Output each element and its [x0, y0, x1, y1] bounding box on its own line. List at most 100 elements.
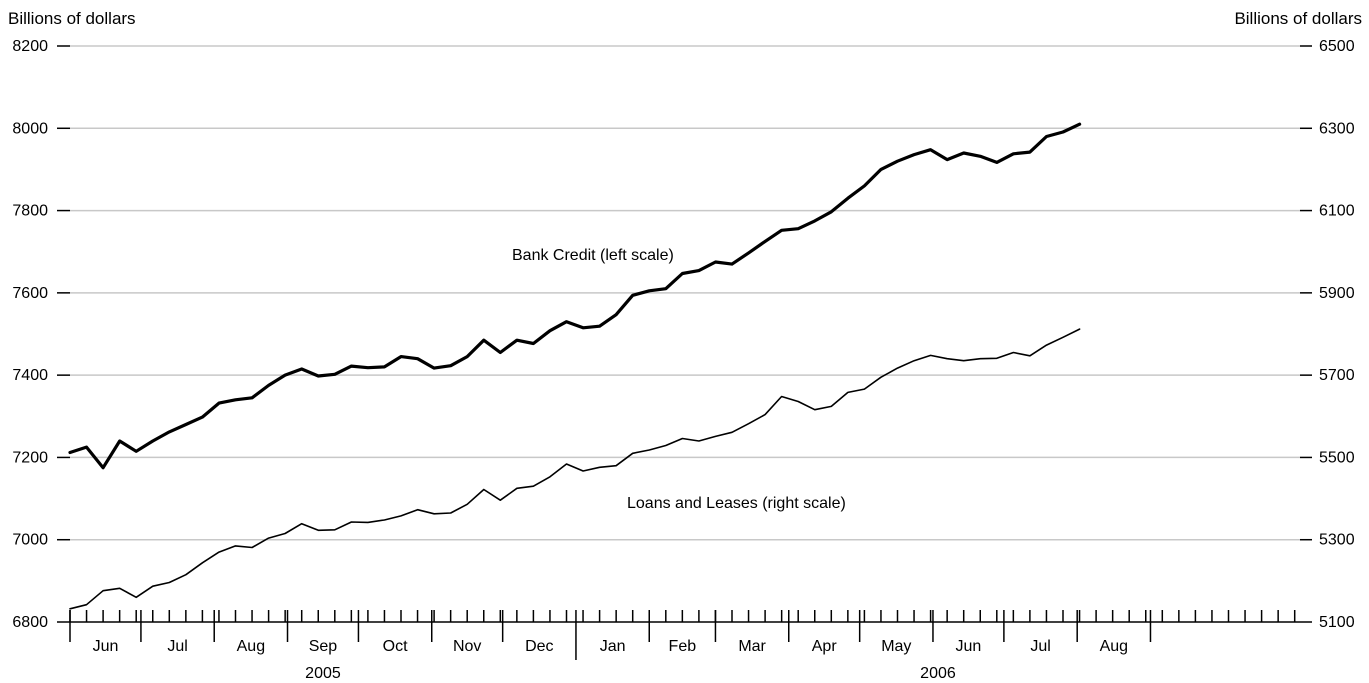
point-loans-leases: [996, 358, 998, 360]
point-bank-credit: [102, 467, 104, 469]
point-loans-leases: [433, 513, 435, 515]
annotation-loans-leases: Loans and Leases (right scale): [627, 495, 846, 512]
point-bank-credit: [1046, 136, 1048, 138]
point-bank-credit: [500, 352, 502, 354]
month-label: Jul: [167, 638, 187, 655]
point-bank-credit: [69, 452, 71, 454]
point-loans-leases: [69, 608, 71, 610]
point-bank-credit: [351, 365, 353, 367]
month-label: Sep: [309, 638, 338, 655]
point-bank-credit: [582, 327, 584, 329]
month-label: Dec: [525, 638, 553, 655]
point-loans-leases: [218, 551, 220, 553]
month-label: Jun: [956, 638, 982, 655]
point-bank-credit: [913, 154, 915, 156]
point-bank-credit: [632, 295, 634, 297]
year-label: 2006: [920, 665, 956, 682]
point-loans-leases: [913, 360, 915, 362]
year-label: 2005: [305, 665, 341, 682]
point-loans-leases: [864, 388, 866, 390]
point-bank-credit: [930, 149, 932, 151]
point-bank-credit: [367, 367, 369, 369]
point-loans-leases: [698, 440, 700, 442]
point-bank-credit: [980, 156, 982, 158]
point-loans-leases: [1062, 337, 1064, 339]
point-loans-leases: [1029, 355, 1031, 357]
point-bank-credit: [86, 446, 88, 448]
left-tick-label: 6800: [12, 614, 48, 631]
month-label: Jan: [600, 638, 626, 655]
point-loans-leases: [582, 470, 584, 472]
point-loans-leases: [202, 562, 204, 564]
right-tick-label: 6100: [1319, 203, 1355, 220]
left-tick-label: 8200: [12, 38, 48, 55]
right-tick-label: 5900: [1319, 285, 1355, 302]
point-loans-leases: [251, 547, 253, 549]
point-loans-leases: [102, 590, 104, 592]
point-bank-credit: [715, 261, 717, 263]
point-bank-credit: [880, 169, 882, 171]
point-bank-credit: [797, 228, 799, 230]
point-loans-leases: [400, 515, 402, 517]
point-loans-leases: [500, 499, 502, 501]
point-bank-credit: [516, 339, 518, 341]
point-bank-credit: [135, 451, 137, 453]
point-loans-leases: [963, 360, 965, 362]
point-loans-leases: [466, 504, 468, 506]
point-loans-leases: [814, 409, 816, 411]
left-tick-label: 7400: [12, 367, 48, 384]
left-tick-label: 7600: [12, 285, 48, 302]
month-label: Aug: [1100, 638, 1128, 655]
point-loans-leases: [566, 463, 568, 465]
point-loans-leases: [450, 512, 452, 514]
point-bank-credit: [400, 356, 402, 358]
month-label: Jun: [93, 638, 119, 655]
point-loans-leases: [781, 396, 783, 398]
point-bank-credit: [698, 270, 700, 272]
point-loans-leases: [1079, 328, 1081, 330]
point-bank-credit: [963, 152, 965, 154]
point-bank-credit: [599, 325, 601, 327]
annotation-bank-credit: Bank Credit (left scale): [512, 247, 674, 264]
point-loans-leases: [417, 509, 419, 511]
point-loans-leases: [1046, 344, 1048, 346]
month-label: Aug: [237, 638, 265, 655]
point-loans-leases: [284, 533, 286, 535]
point-bank-credit: [235, 399, 237, 401]
point-loans-leases: [682, 438, 684, 440]
point-loans-leases: [135, 597, 137, 599]
series-line-bank-credit: [68, 122, 1082, 470]
point-bank-credit: [384, 366, 386, 368]
right-tick-label: 6500: [1319, 38, 1355, 55]
right-tick-label: 5100: [1319, 614, 1355, 631]
left-axis-title: Billions of dollars: [8, 9, 136, 28]
gridlines: [70, 45, 1300, 541]
series-group: [68, 122, 1082, 610]
point-bank-credit: [251, 397, 253, 399]
point-bank-credit: [566, 321, 568, 323]
point-bank-credit: [549, 330, 551, 332]
point-bank-credit: [781, 230, 783, 232]
month-label: Mar: [738, 638, 766, 655]
point-loans-leases: [748, 423, 750, 425]
point-bank-credit: [533, 343, 535, 345]
right-tick-label: 5500: [1319, 449, 1355, 466]
point-bank-credit: [1079, 123, 1081, 125]
point-loans-leases: [599, 467, 601, 469]
point-loans-leases: [880, 376, 882, 378]
point-loans-leases: [649, 449, 651, 451]
point-bank-credit: [169, 431, 171, 433]
point-bank-credit: [218, 402, 220, 404]
right-axis-title: Billions of dollars: [1234, 9, 1362, 28]
point-loans-leases: [152, 585, 154, 587]
point-loans-leases: [831, 406, 833, 408]
point-loans-leases: [715, 436, 717, 438]
point-loans-leases: [533, 485, 535, 487]
point-bank-credit: [1013, 153, 1015, 155]
point-bank-credit: [996, 162, 998, 164]
point-loans-leases: [516, 488, 518, 490]
point-bank-credit: [417, 358, 419, 360]
point-loans-leases: [301, 523, 303, 525]
point-loans-leases: [549, 476, 551, 478]
